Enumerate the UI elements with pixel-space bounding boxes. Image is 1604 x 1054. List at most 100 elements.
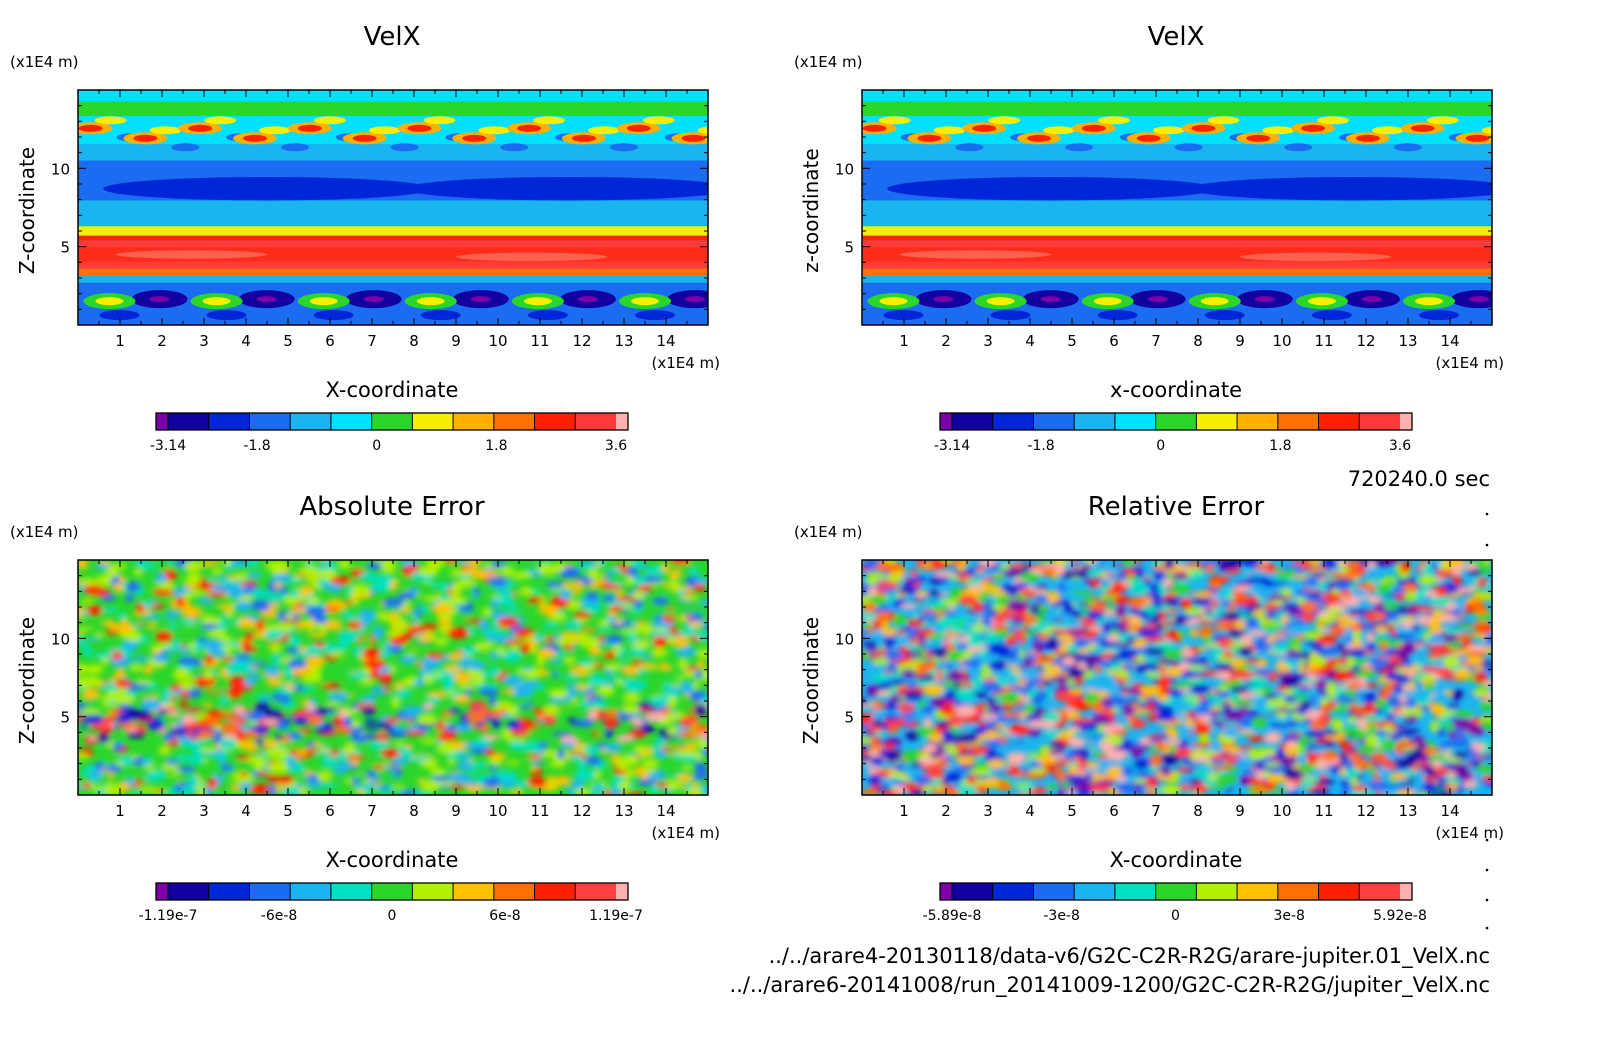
x-tick-label: 13 [614, 802, 633, 820]
colorbar-segment [290, 883, 331, 900]
x-tick-label: 1 [115, 802, 125, 820]
x-tick-label: 3 [983, 332, 993, 350]
colorbar-segment [208, 883, 250, 900]
dot-mark [1485, 898, 1489, 902]
colorbar-segment [493, 413, 535, 430]
colorbar-tick-label: -6e-8 [261, 908, 298, 924]
colorbar-segment [1400, 413, 1412, 430]
y-unit-label: (x1E4 m) [10, 53, 79, 71]
y-unit-label: (x1E4 m) [794, 53, 863, 71]
colorbar-tick-label: -3.14 [934, 438, 970, 454]
colorbar: -5.89e-8 -3e-8 0 3e-8 5.92e-8 [923, 882, 1427, 924]
colorbar-segment [249, 883, 291, 900]
dot-mark [1485, 512, 1489, 516]
x-tick-label: 2 [157, 802, 167, 820]
x-tick-label: 8 [409, 332, 419, 350]
colorbar-segment [453, 413, 494, 430]
colorbar-segment [168, 413, 209, 430]
x-tick-label: 11 [530, 802, 549, 820]
colorbar-segment [330, 413, 372, 430]
colorbar-segment [1318, 413, 1360, 430]
x-axis-label: X-coordinate [326, 378, 459, 402]
x-tick-label: 12 [572, 332, 591, 350]
y-tick-label: 10 [51, 630, 70, 648]
colorbar-segment [208, 413, 250, 430]
colorbar-segment [534, 883, 576, 900]
colorbar-segment [1033, 883, 1075, 900]
x-tick-label: 6 [1109, 802, 1119, 820]
colorbar-segment [616, 883, 628, 900]
x-axis-label: X-coordinate [1110, 848, 1243, 872]
file-path-2: ../../arare6-20141008/run_20141009-1200/… [730, 973, 1490, 998]
colorbar-segment [952, 413, 993, 430]
colorbar-segment [453, 883, 494, 900]
colorbar-tick-label: 3e-8 [1273, 908, 1304, 924]
colorbar-segment [992, 413, 1034, 430]
dot-mark [1485, 543, 1489, 547]
dot-mark [1485, 868, 1489, 872]
x-tick-label: 12 [1356, 332, 1375, 350]
y-tick-label: 5 [60, 239, 70, 257]
colorbar-segment [940, 883, 952, 900]
colorbar-tick-label: 0 [388, 908, 397, 924]
colorbar-segment [371, 413, 413, 430]
x-tick-label: 7 [367, 332, 377, 350]
y-unit-label: (x1E4 m) [794, 523, 863, 541]
x-tick-label: 13 [1398, 802, 1417, 820]
colorbar-segment [168, 883, 209, 900]
x-tick-label: 6 [325, 802, 335, 820]
x-tick-label: 14 [656, 332, 675, 350]
heatmap-field [862, 560, 1492, 795]
file-path-1: ../../arare4-20130118/data-v6/G2C-C2R-R2… [769, 944, 1490, 969]
x-tick-label: 7 [1151, 802, 1161, 820]
colorbar-segment [290, 413, 331, 430]
x-tick-label: 6 [1109, 332, 1119, 350]
colorbar-tick-label: 3.6 [1389, 438, 1411, 454]
colorbar-segment [616, 413, 628, 430]
x-tick-label: 13 [614, 332, 633, 350]
y-tick-label: 5 [844, 239, 854, 257]
y-axis-label: z-coordinate [799, 148, 823, 272]
x-tick-label: 1 [899, 332, 909, 350]
colorbar-segment [940, 413, 952, 430]
dot-mark [1485, 926, 1489, 930]
colorbar-segment [1074, 883, 1115, 900]
colorbar-segment [1277, 883, 1319, 900]
colorbar-segment [534, 413, 576, 430]
colorbar-segment [1237, 413, 1278, 430]
x-tick-label: 12 [572, 802, 591, 820]
x-unit-label: (x1E4 m) [651, 824, 720, 842]
chart-title: Absolute Error [299, 492, 485, 522]
x-tick-label: 12 [1356, 802, 1375, 820]
x-tick-label: 4 [241, 802, 251, 820]
x-tick-label: 2 [941, 802, 951, 820]
colorbar-segment [575, 413, 616, 430]
heatmap-field [78, 90, 708, 325]
colorbar: -1.19e-7 -6e-8 0 6e-8 1.19e-7 [139, 882, 643, 924]
colorbar-segment [992, 883, 1034, 900]
x-tick-label: 7 [367, 802, 377, 820]
colorbar-segment [371, 883, 413, 900]
colorbar-tick-label: -3.14 [150, 438, 186, 454]
dot-mark [1485, 838, 1489, 842]
colorbar-segment [1033, 413, 1075, 430]
heatmap-field [862, 90, 1492, 325]
colorbar-segment [1074, 413, 1115, 430]
x-tick-label: 4 [1025, 332, 1035, 350]
colorbar-tick-label: -3e-8 [1043, 908, 1080, 924]
x-tick-label: 11 [530, 332, 549, 350]
colorbar-tick-label: 1.8 [1269, 438, 1291, 454]
colorbar-segment [412, 413, 454, 430]
colorbar-segment [1196, 883, 1238, 900]
x-unit-label: (x1E4 m) [1435, 354, 1504, 372]
y-axis-label: Z-coordinate [15, 147, 39, 274]
x-tick-label: 9 [451, 802, 461, 820]
colorbar-tick-label: 1.19e-7 [589, 908, 643, 924]
x-tick-label: 5 [1067, 332, 1077, 350]
colorbar-segment [493, 883, 535, 900]
colorbar-segment [575, 883, 616, 900]
colorbar-tick-label: 1.8 [485, 438, 507, 454]
